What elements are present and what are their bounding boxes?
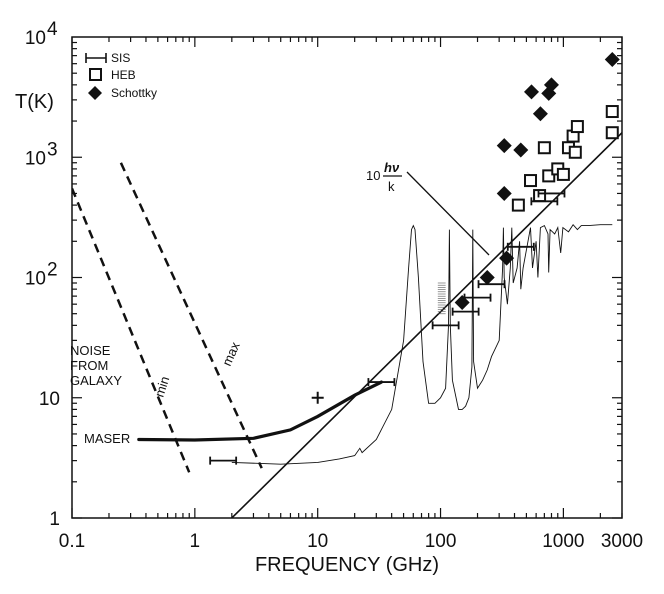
x-tick-label: 3000: [601, 531, 643, 552]
x-tick-label: 0.1: [59, 531, 85, 552]
schottky-point: [496, 138, 512, 154]
y-tick-label-exponent: 4: [47, 19, 58, 40]
sis-point: [506, 242, 535, 251]
heb-point: [568, 145, 582, 159]
galaxy-min-line: [72, 188, 191, 473]
y-tick-label: 1: [49, 509, 60, 530]
quantum-limit-line: [231, 132, 622, 518]
y-tick-label-exponent: 2: [47, 260, 58, 281]
heb-point: [533, 189, 547, 203]
y-tick-label: 10: [39, 389, 60, 410]
y-tick-label: 10: [25, 28, 46, 49]
markers-layer: [209, 51, 620, 465]
curves-layer: [72, 132, 622, 518]
axis-ticks: [71, 37, 623, 519]
plot-area: [72, 51, 622, 518]
galaxy-label-line-3: GALAXY: [70, 373, 122, 388]
sis-point: [537, 189, 566, 198]
quantum-limit-numerator: hν: [384, 160, 400, 175]
sis-point: [209, 456, 238, 465]
sis-point: [477, 280, 506, 289]
schottky-point: [604, 51, 620, 67]
sis-point: [431, 321, 460, 330]
galaxy-max-label: max: [219, 339, 243, 368]
legend-heb-marker: [89, 68, 102, 81]
schottky-point: [532, 106, 548, 122]
y-tick-label-exponent: 3: [47, 139, 58, 160]
quantum-limit-annotation: 10 hν k: [366, 160, 490, 256]
maser-label: MASER: [84, 431, 130, 446]
hatch-layer: [437, 282, 446, 315]
y-axis-title: T(K): [15, 91, 54, 113]
maser-point: [311, 391, 324, 404]
heb-point: [537, 141, 551, 155]
heb-point: [524, 174, 538, 188]
legend: SIS HEB Schottky: [85, 51, 157, 100]
schottky-point: [499, 250, 515, 266]
galaxy-min-label: min: [152, 374, 173, 399]
galaxy-label-line-2: FROM: [70, 358, 108, 373]
quantum-limit-leader: [406, 171, 490, 256]
x-tick-label: 10: [307, 531, 328, 552]
schottky-point: [523, 84, 539, 100]
sis-point: [530, 197, 559, 206]
quantum-limit-denominator: k: [388, 179, 395, 194]
maser-line: [137, 380, 383, 442]
schottky-point: [496, 185, 512, 201]
heb-point: [605, 105, 619, 119]
heb-point: [605, 126, 619, 140]
y-tick-label: 10: [25, 148, 46, 169]
legend-label-schottky: Schottky: [111, 86, 157, 100]
schottky-point: [513, 142, 529, 158]
sis-point: [367, 378, 396, 387]
legend-schottky-marker: [88, 86, 102, 100]
x-axis-title: FREQUENCY (GHz): [255, 554, 439, 576]
quantum-limit-prefix: 10: [366, 168, 380, 183]
legend-label-sis: SIS: [111, 51, 130, 65]
sis-point: [463, 293, 492, 302]
heb-point: [542, 169, 556, 183]
heb-point: [556, 167, 570, 181]
atmosphere-line: [231, 223, 613, 465]
legend-sis-marker: [85, 53, 107, 63]
schottky-point: [543, 77, 559, 93]
legend-label-heb: HEB: [111, 68, 136, 82]
heb-point: [570, 120, 584, 134]
x-tick-label: 1000: [542, 531, 584, 552]
x-tick-label: 1: [190, 531, 201, 552]
galaxy-max-line: [119, 162, 263, 469]
heb-point: [511, 198, 525, 212]
schottky-point: [479, 270, 495, 285]
sis-point: [451, 307, 480, 316]
galaxy-label-line-1: NOISE: [70, 343, 111, 358]
x-tick-label: 100: [425, 531, 457, 552]
schottky-point: [454, 294, 470, 310]
y-tick-label: 10: [25, 269, 46, 290]
